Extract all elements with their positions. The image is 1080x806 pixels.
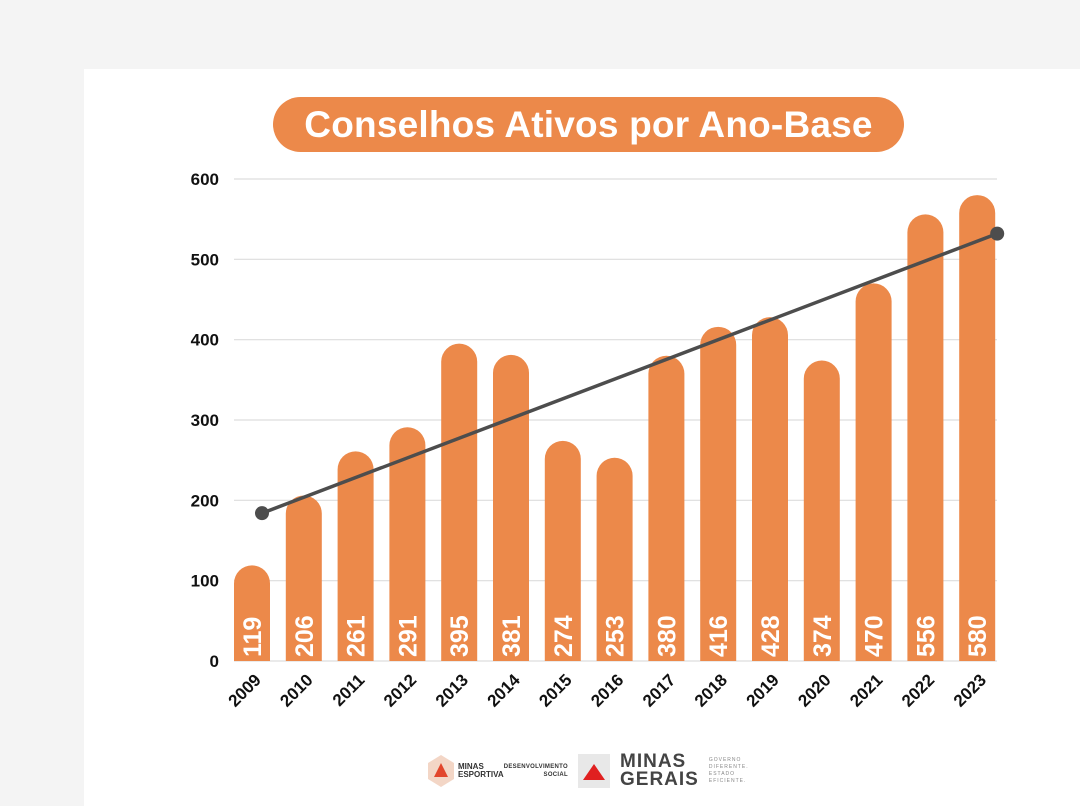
bar-value-label: 261 bbox=[343, 615, 371, 657]
bar-value-label: 416 bbox=[705, 615, 733, 657]
bar-2022 bbox=[907, 214, 944, 661]
x-tick-label: 2010 bbox=[276, 670, 316, 710]
x-tick-label: 2009 bbox=[225, 670, 265, 710]
x-tick-label: 2012 bbox=[380, 670, 420, 710]
x-tick-label: 2022 bbox=[898, 670, 938, 710]
minas-esportiva-logo: MINAS ESPORTIVA bbox=[428, 755, 504, 787]
bar-2017 bbox=[648, 355, 685, 661]
minas-esportiva-icon bbox=[428, 755, 454, 787]
bar-2018 bbox=[700, 326, 737, 661]
bar-2013 bbox=[441, 343, 478, 661]
bars: 119 206 261 291 395 381 274 253 380 416 428 374 470 5… bbox=[234, 195, 996, 662]
bar-value-label: 119 bbox=[239, 617, 267, 657]
bar-2012 bbox=[389, 427, 426, 661]
bar-value-label: 291 bbox=[394, 615, 422, 657]
bar-2011 bbox=[337, 451, 374, 661]
bar-value-label: 470 bbox=[861, 615, 889, 657]
y-tick-label: 500 bbox=[191, 250, 219, 269]
trendline-start-point bbox=[255, 506, 269, 521]
bar-value-label: 395 bbox=[446, 615, 474, 657]
x-tick-label: 2014 bbox=[484, 670, 525, 711]
government-tagline: GOVERNO DIFERENTE. ESTADO EFICIENTE. bbox=[708, 757, 749, 784]
bar-2021 bbox=[855, 283, 892, 661]
x-tick-label: 2021 bbox=[846, 670, 886, 710]
x-tick-label: 2020 bbox=[794, 670, 834, 710]
x-tick-label: 2017 bbox=[639, 670, 679, 710]
x-tick-label: 2019 bbox=[743, 670, 783, 710]
bar-value-label: 380 bbox=[653, 615, 681, 657]
trendline-line bbox=[261, 231, 998, 515]
y-axis-ticks: 0 100 200 300 400 500 600 bbox=[191, 170, 219, 671]
bar-2020 bbox=[803, 360, 840, 661]
minas-gerais-logo: MINAS GERAIS bbox=[620, 751, 699, 790]
bar-2016 bbox=[596, 457, 633, 661]
y-tick-label: 0 bbox=[210, 652, 219, 671]
minas-gerais-icon bbox=[578, 754, 610, 788]
x-tick-label: 2018 bbox=[691, 670, 731, 710]
bar-value-label: 253 bbox=[602, 615, 630, 657]
x-tick-label: 2023 bbox=[950, 670, 990, 710]
bar-value-label: 556 bbox=[912, 615, 940, 657]
desenvolvimento-social-logo: DESENVOLVIMENTO SOCIAL bbox=[503, 764, 568, 778]
bar-2023 bbox=[959, 195, 996, 662]
trendline-end-point bbox=[990, 226, 1005, 241]
x-tick-label: 2011 bbox=[329, 670, 369, 710]
y-tick-label: 300 bbox=[191, 411, 219, 430]
x-tick-label: 2013 bbox=[432, 670, 472, 710]
bar-value-label: 381 bbox=[498, 615, 526, 657]
trendline bbox=[255, 226, 1005, 521]
y-tick-label: 100 bbox=[191, 572, 219, 591]
bar-2019 bbox=[752, 317, 788, 661]
y-tick-label: 600 bbox=[191, 170, 219, 189]
bar-2014 bbox=[493, 354, 529, 661]
y-tick-label: 200 bbox=[191, 491, 219, 510]
bar-value-label: 374 bbox=[809, 615, 837, 657]
bar-2015 bbox=[544, 440, 581, 661]
bar-2010 bbox=[285, 495, 322, 661]
x-axis-ticks: 2009 2010 2011 2012 2013 2014 2015 2016 2017 2018… bbox=[225, 670, 990, 711]
chart-title-pill: Conselhos Ativos por Ano-Base bbox=[273, 97, 904, 152]
x-tick-label: 2016 bbox=[587, 670, 627, 710]
bar-value-label: 274 bbox=[550, 615, 578, 657]
bar-value-label: 580 bbox=[964, 615, 992, 657]
footer-logos: MINAS ESPORTIVA DESENVOLVIMENTO SOCIAL M… bbox=[428, 750, 758, 792]
bar-value-label: 428 bbox=[757, 615, 785, 657]
y-tick-label: 400 bbox=[191, 331, 219, 350]
chart-title: Conselhos Ativos por Ano-Base bbox=[304, 103, 873, 145]
x-tick-label: 2015 bbox=[535, 670, 575, 710]
bar-2009 bbox=[234, 565, 270, 661]
bar-value-label: 206 bbox=[291, 615, 319, 657]
